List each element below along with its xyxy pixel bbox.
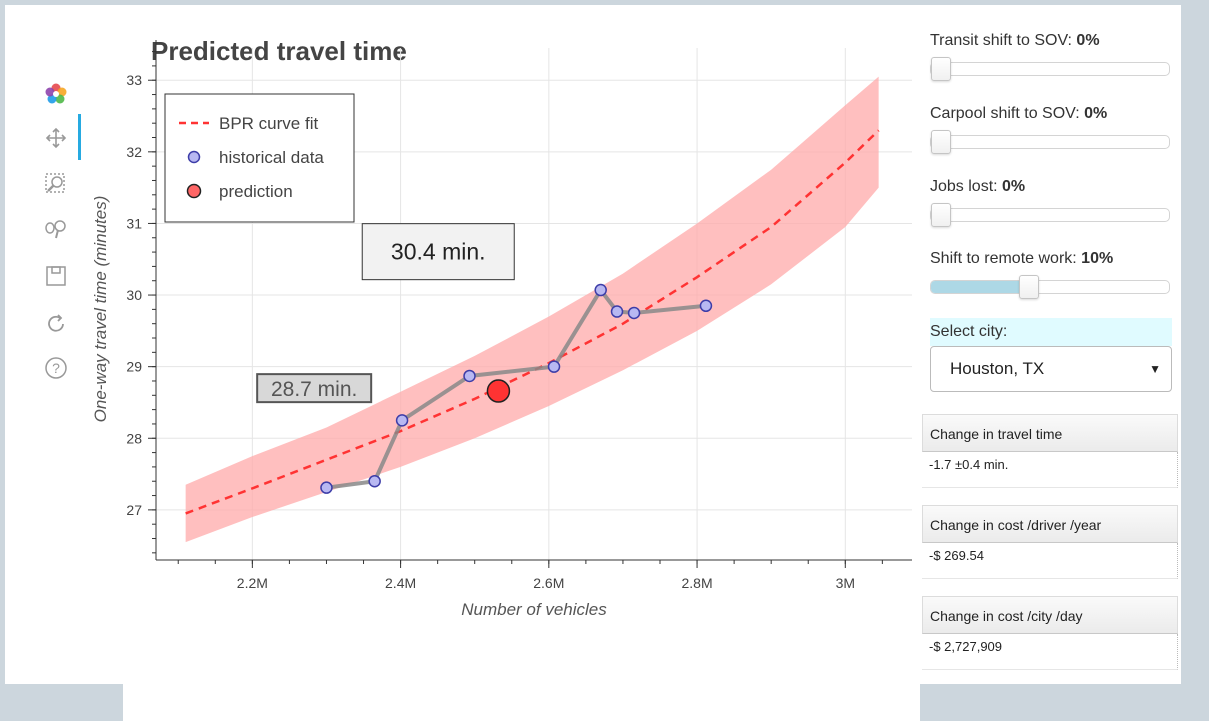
legend-prediction-swatch [186, 183, 202, 199]
window-frame-left [0, 0, 5, 684]
slider-handle[interactable] [931, 130, 951, 154]
slider-track[interactable] [930, 275, 1170, 299]
confidence-band-layer [185, 76, 879, 543]
result-table-cell[interactable]: -$ 269.54 [922, 543, 1178, 579]
y-tick-label: 28 [126, 430, 142, 446]
annotation-current-text: 28.7 min. [271, 378, 357, 401]
slider-block: Jobs lost: 0% [930, 178, 1172, 227]
slider-label: Shift to remote work: 10% [930, 250, 1172, 268]
y-tick-label: 30 [126, 287, 142, 303]
box-zoom-icon[interactable] [42, 170, 70, 198]
historical-data-point [463, 369, 476, 383]
historical-data-point [320, 481, 333, 494]
slider-block: Carpool shift to SOV: 0% [930, 105, 1172, 154]
x-tick-label: 2.6M [533, 575, 564, 591]
legend: BPR curve fit historical data prediction [164, 93, 355, 223]
confidence-band [185, 76, 879, 543]
active-tool-indicator [78, 114, 81, 160]
window-frame-bottom-left [0, 684, 123, 721]
chevron-down-icon: ▼ [1149, 362, 1161, 376]
result-table-header[interactable]: Change in cost /city /day [922, 596, 1178, 634]
slider-handle[interactable] [1019, 275, 1039, 299]
historical-data-point [368, 474, 381, 488]
historical-data-point [395, 414, 409, 427]
slider-label: Carpool shift to SOV: 0% [930, 105, 1172, 123]
legend-prediction-label: prediction [219, 182, 293, 201]
save-icon[interactable] [42, 262, 70, 290]
svg-text:?: ? [52, 360, 60, 376]
pan-icon[interactable] [42, 124, 70, 152]
y-tick-label: 31 [126, 215, 142, 231]
slider-value: 10% [1081, 250, 1114, 267]
prediction-point [486, 379, 511, 403]
wheel-zoom-icon[interactable] [42, 216, 70, 244]
city-select-value: Houston, TX [950, 359, 1045, 378]
y-axis-label: One-way travel time (minutes) [91, 196, 110, 423]
slider-label-text: Shift to remote work: [930, 250, 1082, 267]
result-table: Change in travel time -1.7 ±0.4 min. [922, 414, 1178, 488]
slider-block: Transit shift to SOV: 0% [930, 32, 1172, 81]
x-tick-label: 2.4M [385, 575, 416, 591]
slider-label-text: Carpool shift to SOV: [930, 105, 1085, 122]
result-table: Change in cost /city /day -$ 2,727,909 [922, 596, 1178, 670]
plot-toolbar: ? [38, 76, 84, 396]
control-panel: Transit shift to SOV: 0% Carpool shift to… [922, 10, 1180, 680]
legend-historical-label: historical data [219, 148, 324, 167]
window-frame-top [0, 0, 1209, 5]
slider-value: 0% [1002, 178, 1026, 195]
historical-data-point [594, 283, 607, 297]
result-table-header[interactable]: Change in travel time [922, 414, 1178, 452]
legend-bpr-label: BPR curve fit [219, 114, 318, 133]
slider-track[interactable] [930, 130, 1170, 154]
annotation-box-future [361, 223, 515, 281]
window-frame-bottom-right [920, 684, 1209, 721]
x-tick-label: 2.2M [237, 575, 268, 591]
historical-data-point [627, 306, 641, 320]
slider-handle[interactable] [931, 57, 951, 81]
historical-data-point [547, 360, 561, 373]
annotation-future-text: 30.4 min. [391, 239, 486, 265]
legend-historical-swatch [187, 150, 201, 164]
slider-label: Jobs lost: 0% [930, 178, 1172, 196]
bokeh-logo-icon[interactable] [42, 80, 70, 108]
annotation-box-current [256, 373, 373, 404]
annotation-layer: 30.4 min. 28.7 min. [256, 223, 515, 404]
city-select[interactable]: Houston, TX ▼ [930, 346, 1172, 392]
result-table: Change in cost /driver /year -$ 269.54 [922, 505, 1178, 579]
slider-value: 0% [1076, 32, 1100, 49]
result-table-cell[interactable]: -1.7 ±0.4 min. [922, 452, 1178, 488]
slider-label-text: Transit shift to SOV: [930, 32, 1077, 49]
slider-label-text: Jobs lost: [930, 178, 1003, 195]
select-city-label: Select city: [930, 318, 1172, 346]
slider-value: 0% [1084, 105, 1108, 122]
x-tick-label: 3M [836, 575, 855, 591]
city-select-block: Select city: Houston, TX ▼ [930, 318, 1172, 392]
historical-data-point [699, 299, 713, 313]
reset-icon[interactable] [42, 310, 70, 338]
chart-plot[interactable]: 2.2M 2.4M 2.6M 2.8M 3M 27 28 29 30 31 32 33 30.4 mi… [88, 30, 920, 630]
slider-fill [931, 281, 1027, 293]
grid-lines [156, 48, 912, 560]
historical-data-point [610, 305, 624, 318]
result-table-cell[interactable]: -$ 2,727,909 [922, 634, 1178, 670]
y-tick-label: 32 [126, 144, 142, 160]
chart-title: Predicted travel time [151, 36, 407, 66]
slider-handle[interactable] [931, 203, 951, 227]
slider-block: Shift to remote work: 10% [930, 250, 1172, 299]
series-layer [185, 129, 880, 515]
x-tick-label: 2.8M [681, 575, 712, 591]
y-tick-label: 33 [126, 72, 142, 88]
help-icon[interactable]: ? [42, 354, 70, 382]
y-tick-label: 29 [126, 359, 142, 375]
result-table-header[interactable]: Change in cost /driver /year [922, 505, 1178, 543]
y-tick-label: 27 [126, 502, 142, 518]
slider-track[interactable] [930, 203, 1170, 227]
bpr-curve-fit-line [185, 129, 880, 515]
x-axis-label: Number of vehicles [461, 600, 607, 619]
window-frame-right [1181, 0, 1209, 721]
slider-track[interactable] [930, 57, 1170, 81]
axis-layer: 2.2M 2.4M 2.6M 2.8M 3M 27 28 29 30 31 32 33 [126, 40, 912, 591]
slider-label: Transit shift to SOV: 0% [930, 32, 1172, 50]
